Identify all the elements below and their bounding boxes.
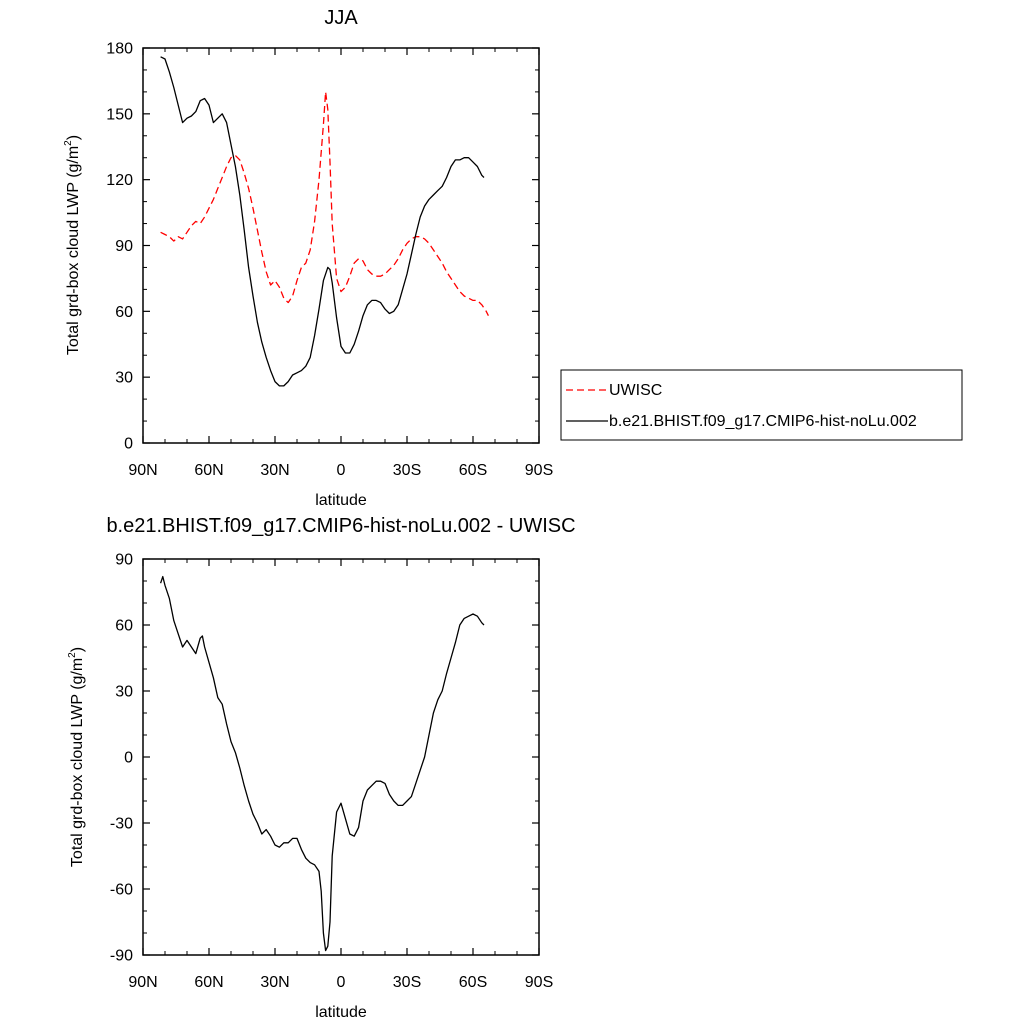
bottom-x-label: latitude [315, 1004, 367, 1021]
top-y-tick-label: 150 [106, 106, 133, 123]
top-panel: JJA 0 30 60 90 120 150 180 90N 60N 30N 0 30S 60S 90S… [63, 7, 963, 509]
top-x-tick-label: 0 [337, 462, 346, 479]
bottom-y-label-main: Total grd-box cloud LWP (g/m [69, 658, 86, 867]
bottom-x-tick-label: 30S [393, 974, 421, 991]
bottom-series-group [159, 575, 485, 952]
bottom-x-tick-label: 90N [128, 974, 157, 991]
top-title: JJA [324, 7, 358, 29]
top-y-tick-label: 60 [115, 304, 133, 321]
legend-label-uwisc: UWISC [609, 382, 662, 399]
top-x-tick-label: 60S [459, 462, 487, 479]
top-y-label: Total grd-box cloud LWP (g/m2) [63, 135, 82, 355]
top-series-line-model [160, 56, 485, 387]
top-x-tick-label: 90N [128, 462, 157, 479]
top-legend: UWISC b.e21.BHIST.f09_g17.CMIP6-hist-noL… [560, 369, 963, 441]
bottom-x-tick-label: 60S [459, 974, 487, 991]
bottom-y-label: Total grd-box cloud LWP (g/m2) [67, 647, 86, 867]
bottom-panel: b.e21.BHIST.f09_g17.CMIP6-hist-noLu.002 … [67, 515, 576, 1021]
top-x-tick-label: 90S [525, 462, 553, 479]
svg-text:Total grd-box cloud LWP (g/m2): Total grd-box cloud LWP (g/m2) [67, 647, 86, 867]
top-y-tick-label: 120 [106, 172, 133, 189]
bottom-x-tick-label: 90S [525, 974, 553, 991]
bottom-y-tick-label: -60 [110, 882, 133, 899]
bottom-y-tick-label: 0 [124, 750, 133, 767]
legend-frame [560, 369, 963, 441]
top-y-tick-label: 0 [124, 436, 133, 453]
top-y-label-superscript: 2 [63, 140, 74, 146]
bottom-y-tick-label: -90 [110, 948, 133, 965]
top-series-line-uwisc [160, 91, 489, 316]
top-plot-frame [142, 47, 540, 444]
bottom-y-label-tail: ) [69, 647, 86, 652]
top-y-axis: 0 30 60 90 120 150 180 [106, 41, 539, 453]
top-y-label-main: Total grd-box cloud LWP (g/m [65, 146, 82, 355]
top-y-label-tail: ) [65, 135, 82, 140]
top-x-label: latitude [315, 492, 367, 509]
bottom-y-tick-label: 30 [115, 684, 133, 701]
bottom-y-tick-label: -30 [110, 816, 133, 833]
top-y-tick-label: 90 [115, 238, 133, 255]
top-x-tick-label: 30N [260, 462, 289, 479]
bottom-y-axis: -90 -60 -30 0 30 60 90 [110, 552, 539, 965]
bottom-y-tick-label: 60 [115, 618, 133, 635]
top-x-axis: 90N 60N 30N 0 30S 60S 90S [128, 48, 553, 479]
bottom-y-tick-label: 90 [115, 552, 133, 569]
top-series-group [160, 56, 489, 387]
svg-text:Total grd-box cloud LWP (g/m2): Total grd-box cloud LWP (g/m2) [63, 135, 82, 355]
bottom-y-label-superscript: 2 [67, 652, 78, 658]
bottom-x-tick-label: 0 [337, 974, 346, 991]
top-x-tick-label: 30S [393, 462, 421, 479]
bottom-series-line-model [159, 575, 485, 952]
top-y-tick-label: 30 [115, 370, 133, 387]
bottom-x-tick-label: 30N [260, 974, 289, 991]
top-y-tick-label: 180 [106, 41, 133, 58]
top-x-tick-label: 60N [194, 462, 223, 479]
bottom-x-axis: 90N 60N 30N 0 30S 60S 90S [128, 559, 553, 991]
bottom-title: b.e21.BHIST.f09_g17.CMIP6-hist-noLu.002 … [106, 515, 575, 537]
bottom-x-tick-label: 60N [194, 974, 223, 991]
legend-label-model: b.e21.BHIST.f09_g17.CMIP6-hist-noLu.002 [609, 413, 917, 430]
